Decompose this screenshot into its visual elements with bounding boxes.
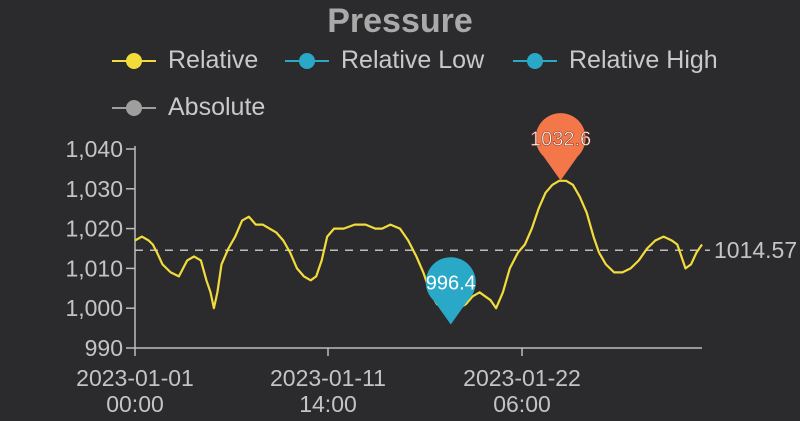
x-tick-label: 2023-01-11 bbox=[270, 365, 386, 391]
legend-item-relative[interactable]: Relative bbox=[112, 46, 258, 75]
x-tick-label: 14:00 bbox=[299, 391, 357, 417]
legend-line-icon bbox=[513, 51, 557, 71]
y-tick-label: 1,040 bbox=[65, 136, 123, 162]
legend-label: Relative Low bbox=[341, 46, 485, 74]
low-marker-label: 996.4 bbox=[426, 273, 476, 295]
legend-item-absolute[interactable]: Absolute bbox=[112, 93, 265, 122]
legend-line-icon bbox=[112, 98, 156, 118]
legend-label: Relative High bbox=[569, 46, 718, 74]
x-tick-label: 00:00 bbox=[106, 391, 164, 417]
chart-title: Pressure bbox=[327, 2, 473, 40]
high-marker-label: 1032.6 bbox=[530, 128, 591, 150]
y-tick-label: 990 bbox=[85, 335, 123, 361]
x-tick-label: 2023-01-01 bbox=[76, 365, 194, 391]
legend-label: Absolute bbox=[168, 93, 266, 121]
high-marker-pin bbox=[535, 113, 586, 181]
series-line-relative bbox=[134, 179, 703, 322]
x-tick-label: 06:00 bbox=[493, 391, 551, 417]
average-label: 1014.57 bbox=[714, 237, 797, 263]
legend-item-relative-high[interactable]: Relative High bbox=[513, 46, 718, 75]
legend-label: Relative bbox=[168, 46, 259, 74]
y-tick-label: 1,010 bbox=[65, 255, 123, 281]
y-tick-label: 1,000 bbox=[65, 295, 123, 321]
legend-line-icon bbox=[112, 51, 156, 71]
legend-line-icon bbox=[285, 51, 329, 71]
y-tick-label: 1,020 bbox=[65, 216, 123, 242]
low-marker-pin bbox=[425, 257, 476, 325]
legend-item-relative-low[interactable]: Relative Low bbox=[285, 46, 484, 75]
x-tick-label: 2023-01-22 bbox=[463, 365, 581, 391]
y-tick-label: 1,030 bbox=[65, 176, 123, 202]
